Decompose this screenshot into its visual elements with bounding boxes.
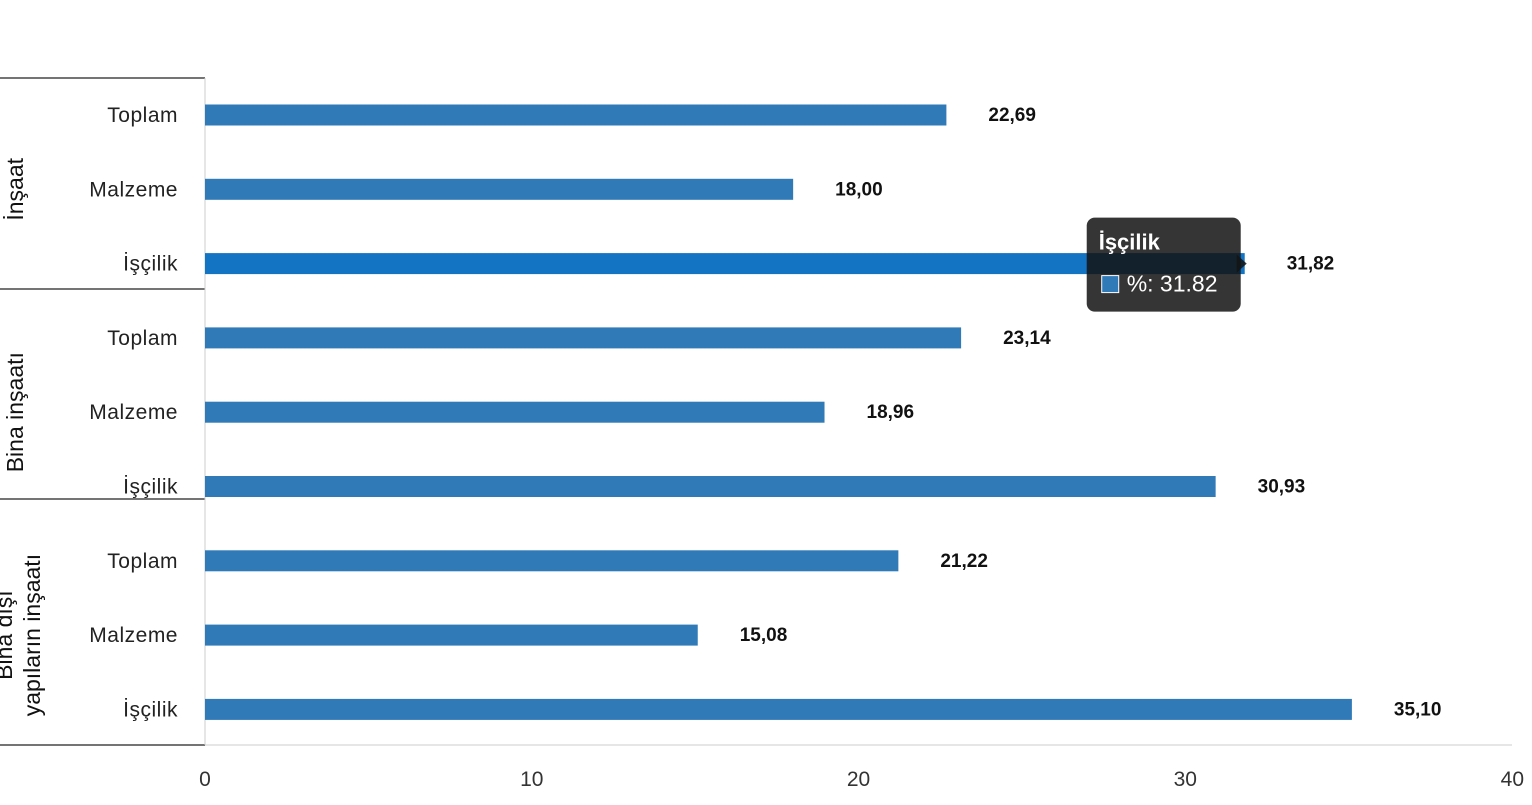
category-label: Malzeme [89,401,178,424]
x-tick-label: 0 [199,768,211,791]
bar [205,698,1352,720]
group-label: İnşaat [2,157,28,220]
tooltip-value: %: 31.82 [1127,271,1218,297]
tooltip-arrow [1236,254,1247,273]
bar [205,401,825,423]
group-label: Bina dışı [0,590,17,680]
bar [205,476,1216,497]
data-label: 22,69 [988,105,1036,126]
category-label: İşçilik [123,698,178,721]
category-label: Malzeme [89,624,178,647]
category-label: Toplam [107,327,178,350]
x-tick-label: 30 [1174,768,1197,791]
bar [205,624,698,646]
category-label: Toplam [107,104,178,127]
x-tick-label: 40 [1501,768,1524,791]
x-tick-label: 20 [847,768,870,791]
data-label: 15,08 [740,625,788,646]
tooltip-legend-swatch [1101,275,1120,294]
data-label: 30,93 [1258,477,1306,498]
bar [205,550,899,572]
category-label: İşçilik [123,253,178,276]
bar [205,327,962,349]
bar [205,253,1245,275]
data-label: 23,14 [1003,328,1051,349]
tooltip-box [1086,217,1241,312]
bar [205,178,794,200]
group-label: Bina inşaatı [2,352,28,472]
tooltip-title: İşçilik [1099,230,1161,255]
data-label: 21,22 [940,551,988,572]
bar [205,104,947,126]
data-label: 35,10 [1394,699,1442,720]
category-label: İşçilik [123,476,178,499]
category-label: Malzeme [89,178,178,201]
data-label: 18,00 [835,179,883,200]
data-label: 31,82 [1287,254,1335,275]
group-label: yapıların inşaatı [19,554,45,716]
x-tick-label: 10 [520,768,543,791]
data-label: 18,96 [867,402,915,423]
category-label: Toplam [107,550,178,573]
